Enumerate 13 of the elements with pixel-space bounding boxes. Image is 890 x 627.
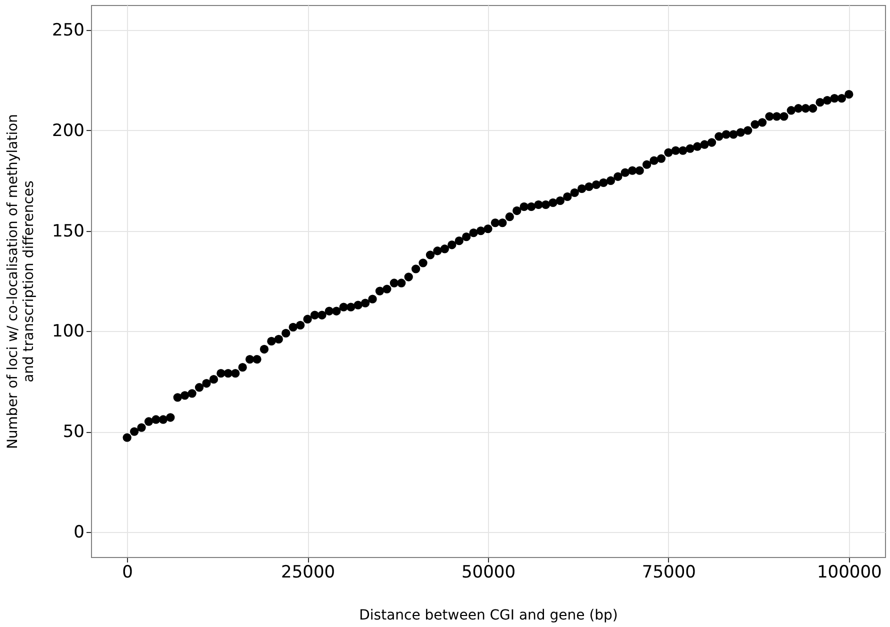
y-tick-label: 150 (52, 221, 84, 242)
x-tick-label: 0 (122, 562, 134, 582)
y-tick-label: 200 (52, 120, 84, 141)
y-tick-label: 50 (62, 422, 84, 442)
y-tick-label: 100 (52, 322, 84, 342)
x-tick-label: 50000 (461, 562, 516, 582)
y-axis-title: Number of loci w/ co-localisation of methylation and transcription differences (5, 114, 38, 450)
y-tick-label: 250 (52, 20, 84, 41)
x-axis-title: Distance between CGI and gene (bp) (359, 608, 618, 624)
x-tick-label: 75000 (642, 562, 696, 582)
y-tick-label: 0 (74, 522, 84, 542)
x-tick-label: 25000 (281, 562, 336, 582)
x-tick-label: 100000 (816, 562, 882, 582)
